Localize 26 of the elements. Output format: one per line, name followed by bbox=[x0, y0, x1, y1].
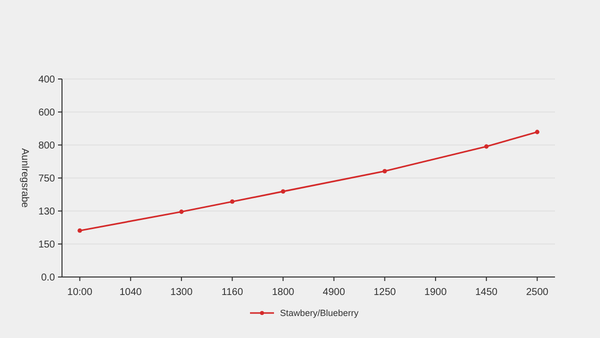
x-tick-label: 1040 bbox=[119, 287, 142, 298]
point bbox=[484, 144, 489, 149]
x-tick-label: 1900 bbox=[424, 287, 448, 298]
x-tick-label: 1450 bbox=[475, 287, 498, 298]
x-tick-label: 10:00 bbox=[67, 287, 93, 298]
point bbox=[78, 228, 82, 233]
x-tick-label: 2500 bbox=[526, 287, 549, 298]
point bbox=[382, 168, 387, 174]
x-tick-label: 4900 bbox=[322, 287, 346, 298]
text: 0.0 bbox=[41, 272, 56, 284]
y-axis-title: Aunlregsrabe bbox=[19, 148, 30, 208]
legend-label: Stawbery/Blueberry bbox=[280, 308, 360, 318]
point bbox=[535, 130, 540, 134]
point bbox=[230, 199, 234, 204]
x-tick-label: 1160 bbox=[222, 287, 244, 298]
text: 800 bbox=[38, 140, 56, 152]
text: 400 bbox=[38, 74, 56, 86]
x-tick-label: 1250 bbox=[374, 287, 396, 298]
text: 150 bbox=[38, 240, 56, 250]
x-tick-label: 1300 bbox=[170, 287, 193, 298]
text: 130 bbox=[38, 206, 56, 218]
text: 750 bbox=[38, 174, 56, 184]
point bbox=[179, 210, 184, 214]
x-tick-label: 1800 bbox=[272, 287, 295, 298]
text: 600 bbox=[38, 108, 56, 118]
point bbox=[280, 189, 286, 194]
